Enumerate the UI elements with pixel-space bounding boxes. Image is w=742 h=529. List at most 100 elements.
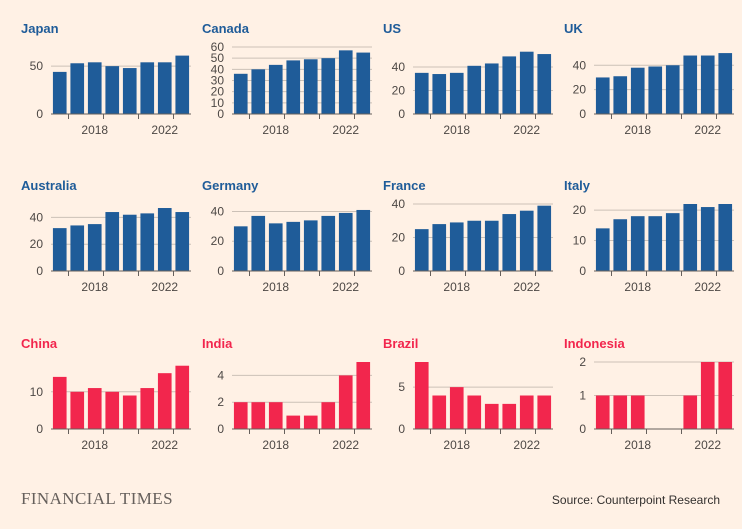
bar-indonesia-2022 — [700, 362, 715, 429]
bar-australia-2019 — [105, 212, 120, 271]
y-tick-label-japan: 0 — [36, 107, 43, 121]
bar-australia-2017 — [70, 225, 85, 271]
y-tick-label-indonesia: 0 — [579, 422, 586, 436]
bar-indonesia-2021 — [683, 395, 698, 429]
bar-china-2023 — [175, 365, 190, 429]
bar-us-2018 — [449, 72, 464, 114]
bar-uk-2017 — [613, 76, 628, 114]
y-tick-label-uk: 0 — [579, 107, 586, 121]
x-tick-label-india: 2018 — [262, 438, 289, 452]
x-tick-label-canada: 2018 — [262, 123, 289, 137]
panel-title-canada: Canada — [202, 21, 250, 36]
bar-brazil-2016 — [414, 362, 429, 429]
y-tick-label-indonesia: 1 — [579, 389, 586, 403]
panel-title-india: India — [202, 336, 233, 351]
bar-canada-2016 — [233, 73, 248, 114]
x-tick-label-italy: 2022 — [694, 280, 721, 294]
y-tick-label-australia: 20 — [30, 237, 44, 251]
bar-india-2020 — [303, 415, 318, 429]
bar-italy-2019 — [648, 216, 663, 271]
bar-japan-2022 — [157, 62, 172, 114]
y-tick-label-germany: 20 — [211, 234, 225, 248]
panel-title-uk: UK — [564, 21, 583, 36]
bar-canada-2023 — [356, 52, 371, 114]
panel-italy: Italy 0 10 20 2018 2022 — [564, 178, 734, 294]
bar-canada-2021 — [321, 58, 336, 114]
bar-france-2020 — [484, 220, 499, 271]
bar-brazil-2018 — [449, 387, 464, 430]
bar-india-2021 — [321, 402, 336, 429]
ft-brand-logo: FINANCIAL TIMES — [21, 489, 173, 508]
panel-title-china: China — [21, 336, 58, 351]
bar-italy-2023 — [718, 204, 733, 271]
y-tick-label-canada: 0 — [217, 107, 224, 121]
panel-brazil: Brazil 0 5 2018 2022 — [383, 336, 553, 452]
x-tick-label-germany: 2018 — [262, 280, 289, 294]
bar-china-2022 — [157, 373, 172, 429]
bar-japan-2017 — [70, 63, 85, 114]
panel-title-us: US — [383, 21, 401, 36]
bar-australia-2018 — [87, 224, 102, 271]
x-tick-label-france: 2022 — [513, 280, 540, 294]
bar-china-2019 — [105, 391, 120, 429]
bar-china-2021 — [140, 388, 155, 429]
source-note: Source: Counterpoint Research — [551, 493, 720, 507]
bar-us-2023 — [537, 54, 552, 114]
bar-brazil-2020 — [484, 403, 499, 430]
panel-indonesia: Indonesia 0 1 2 2018 2022 — [564, 336, 734, 452]
bar-france-2023 — [537, 205, 552, 271]
bar-uk-2022 — [700, 55, 715, 114]
y-tick-label-india: 0 — [217, 422, 224, 436]
bar-germany-2017 — [251, 215, 266, 271]
y-tick-label-us: 40 — [392, 60, 406, 74]
bar-italy-2018 — [630, 216, 645, 271]
bar-india-2016 — [233, 402, 248, 429]
bar-china-2020 — [122, 395, 137, 429]
y-tick-label-australia: 40 — [30, 210, 44, 224]
bar-indonesia-2018 — [630, 395, 645, 429]
bar-italy-2016 — [595, 228, 610, 271]
bar-germany-2021 — [321, 215, 336, 271]
x-tick-label-japan: 2018 — [81, 123, 108, 137]
x-tick-label-china: 2018 — [81, 438, 108, 452]
bar-germany-2016 — [233, 226, 248, 271]
bar-germany-2018 — [268, 223, 283, 271]
x-tick-label-japan: 2022 — [151, 123, 178, 137]
x-tick-label-indonesia: 2022 — [694, 438, 721, 452]
bar-uk-2021 — [683, 55, 698, 114]
y-tick-label-brazil: 5 — [398, 380, 405, 394]
bar-australia-2022 — [157, 208, 172, 271]
panel-us: US 0 20 40 2018 2022 — [383, 21, 553, 137]
bar-china-2016 — [52, 376, 67, 429]
x-tick-label-brazil: 2022 — [513, 438, 540, 452]
bar-france-2021 — [502, 214, 517, 271]
bar-india-2017 — [251, 402, 266, 429]
panel-germany: Germany 0 20 40 2018 2022 — [202, 178, 372, 294]
x-tick-label-china: 2022 — [151, 438, 178, 452]
bar-australia-2023 — [175, 212, 190, 271]
panel-uk: UK 0 20 40 2018 2022 — [564, 21, 734, 137]
y-tick-label-france: 0 — [398, 264, 405, 278]
y-tick-label-china: 10 — [30, 385, 44, 399]
panel-title-brazil: Brazil — [383, 336, 418, 351]
y-tick-label-china: 0 — [36, 422, 43, 436]
y-tick-label-italy: 10 — [573, 234, 587, 248]
y-tick-label-italy: 20 — [573, 203, 587, 217]
bar-canada-2018 — [268, 64, 283, 114]
x-tick-label-italy: 2018 — [624, 280, 651, 294]
x-tick-label-us: 2018 — [443, 123, 470, 137]
bar-japan-2018 — [87, 62, 102, 114]
bar-us-2016 — [414, 72, 429, 114]
bar-brazil-2023 — [537, 395, 552, 429]
x-tick-label-germany: 2022 — [332, 280, 359, 294]
bar-us-2019 — [467, 65, 482, 114]
bar-uk-2016 — [595, 77, 610, 114]
y-tick-label-australia: 0 — [36, 264, 43, 278]
panel-france: France 0 20 40 2018 2022 — [383, 178, 553, 294]
y-tick-label-canada: 60 — [211, 40, 225, 54]
bar-uk-2020 — [665, 65, 680, 114]
x-tick-label-france: 2018 — [443, 280, 470, 294]
